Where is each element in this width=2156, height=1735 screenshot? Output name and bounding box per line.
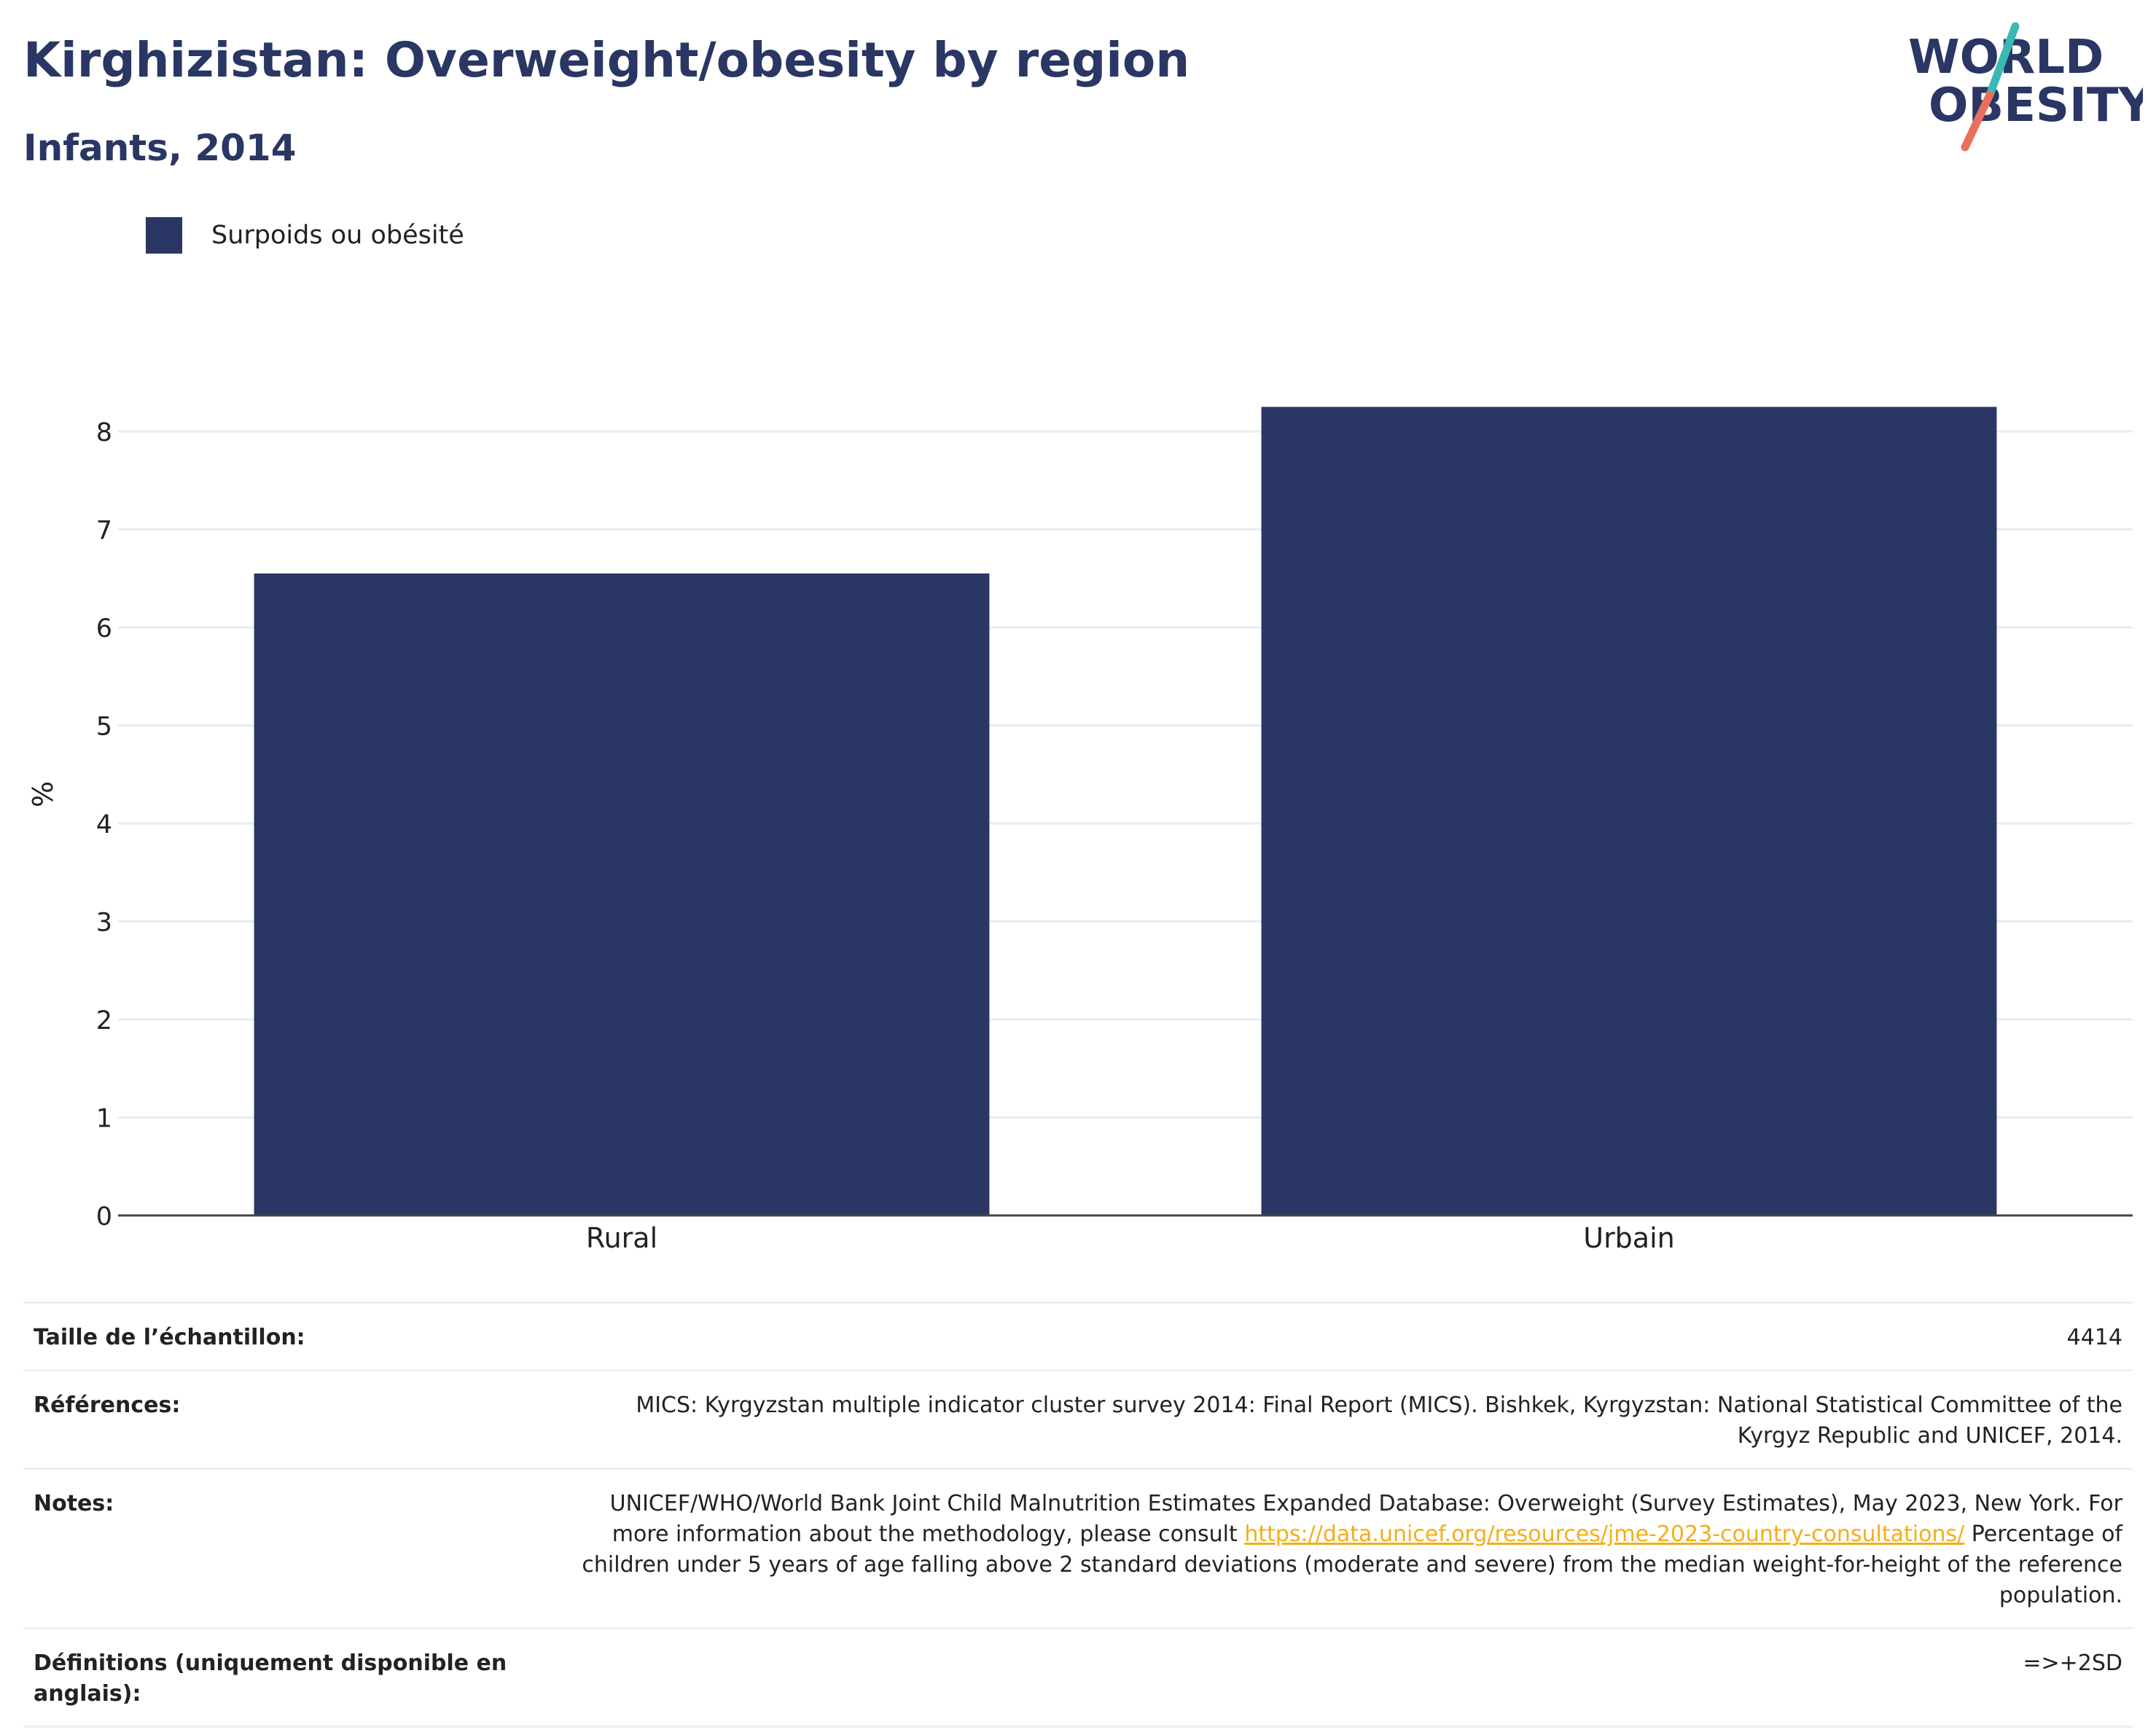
definitions-label: Définitions (uniquement disponible en an…: [34, 1650, 507, 1707]
y-tick-label: 1: [96, 1105, 112, 1134]
sample-size-value: 4414: [2066, 1325, 2122, 1350]
chart-title: Kirghizistan: Overweight/obesity by regi…: [23, 32, 1190, 88]
legend-swatch: [146, 217, 182, 254]
info-table: Taille de l’échantillon: 4414 Références…: [23, 1301, 2133, 1728]
info-row-definitions: Définitions (uniquement disponible en an…: [23, 1627, 2133, 1728]
bar-chart: 0 1 2 3 4 5 6 7 8 Rural Urbain %: [27, 407, 2133, 1254]
info-row-notes: Notes: UNICEF/WHO/World Bank Joint Child…: [23, 1468, 2133, 1627]
bars: [254, 407, 1997, 1215]
bar-urbain: [1261, 407, 1997, 1215]
y-tick-label: 7: [96, 517, 112, 546]
x-tick-label-rural: Rural: [586, 1222, 657, 1254]
y-axis-label: %: [27, 781, 59, 807]
y-tick-label: 5: [96, 713, 112, 742]
definitions-value: =>+2SD: [2023, 1650, 2122, 1676]
sample-size-label: Taille de l’échantillon:: [34, 1325, 305, 1350]
methodology-link[interactable]: https://data.unicef.org/resources/jme-20…: [1244, 1521, 1965, 1547]
x-tick-label-urbain: Urbain: [1583, 1222, 1675, 1254]
y-tick-label: 8: [96, 418, 112, 447]
y-tick-label: 3: [96, 909, 112, 938]
logo-slash-top: [1985, 22, 2020, 99]
chart-subtitle: Infants, 2014: [23, 127, 297, 169]
logo-word-obesity: OBESITY: [1929, 79, 2143, 133]
references-value: MICS: Kyrgyzstan multiple indicator clus…: [636, 1393, 2122, 1449]
notes-value: UNICEF/WHO/World Bank Joint Child Malnut…: [515, 1489, 2122, 1611]
legend-label: Surpoids ou obésité: [211, 221, 464, 250]
info-row-references: Références: MICS: Kyrgyzstan multiple in…: [23, 1369, 2133, 1468]
info-row-sample: Taille de l’échantillon: 4414: [23, 1301, 2133, 1369]
y-tick-label: 6: [96, 614, 112, 643]
notes-text-after: Percentage of children under 5 years of …: [582, 1521, 2122, 1608]
x-axis-ticks: Rural Urbain: [586, 1222, 1675, 1254]
logo-slash-bottom: [1961, 90, 1994, 152]
y-tick-label: 2: [96, 1006, 112, 1035]
y-tick-label: 4: [96, 810, 112, 839]
bar-rural: [254, 573, 990, 1215]
chart-legend: Surpoids ou obésité: [146, 217, 464, 254]
notes-label: Notes:: [34, 1491, 114, 1516]
references-label: Références:: [34, 1393, 181, 1418]
world-obesity-logo: WORLD OBESITY: [1908, 22, 2143, 152]
y-axis-ticks: 0 1 2 3 4 5 6 7 8: [96, 418, 112, 1231]
notes-text-before: UNICEF/WHO/World Bank Joint Child Malnut…: [609, 1491, 2122, 1547]
y-tick-label: 0: [96, 1202, 112, 1231]
